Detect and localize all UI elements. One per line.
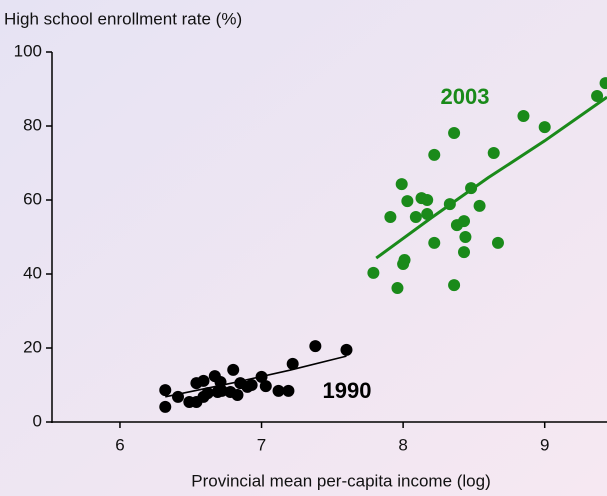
point — [272, 384, 285, 397]
x-tick-label: 7 — [257, 435, 266, 454]
point — [172, 390, 185, 403]
point — [197, 374, 210, 387]
point — [395, 178, 408, 191]
point — [421, 208, 434, 221]
point — [259, 380, 272, 393]
y-tick-label: 40 — [23, 263, 42, 282]
point — [286, 357, 299, 370]
y-tick-label: 20 — [23, 337, 42, 356]
point — [401, 195, 414, 208]
y-axis-title: High school enrollment rate (%) — [4, 9, 242, 28]
point — [473, 199, 486, 212]
x-axis-title: Provincial mean per-capita income (log) — [191, 471, 491, 490]
point — [465, 182, 478, 195]
point — [458, 215, 471, 228]
point — [227, 363, 240, 376]
point — [340, 343, 353, 356]
series-label: 1990 — [323, 378, 372, 403]
point — [428, 148, 441, 161]
point — [538, 121, 551, 134]
point — [245, 379, 258, 391]
point — [448, 127, 461, 140]
trend-line — [375, 95, 607, 260]
point — [255, 370, 268, 383]
point — [599, 77, 607, 90]
point — [398, 253, 411, 266]
y-tick-label: 80 — [23, 115, 42, 134]
point — [448, 279, 461, 292]
point — [491, 236, 504, 249]
point — [391, 282, 404, 295]
point — [282, 384, 295, 397]
point — [159, 384, 172, 397]
point — [384, 211, 397, 224]
point — [231, 388, 244, 401]
point — [421, 194, 434, 206]
point — [459, 231, 472, 243]
point — [428, 236, 441, 249]
point — [591, 90, 604, 103]
x-tick-label: 8 — [398, 435, 407, 454]
series-label: 2003 — [441, 84, 490, 109]
point — [367, 266, 380, 279]
y-tick-label: 60 — [23, 189, 42, 208]
point — [409, 211, 422, 224]
y-tick-label: 100 — [14, 41, 42, 60]
point — [517, 110, 530, 123]
point — [214, 376, 227, 389]
point — [443, 198, 456, 211]
y-tick-label: 0 — [33, 411, 42, 430]
point — [458, 246, 471, 259]
x-tick-label: 9 — [540, 435, 549, 454]
point — [309, 340, 322, 353]
point — [201, 387, 214, 400]
point — [159, 400, 172, 413]
point — [487, 147, 500, 160]
x-tick-label: 6 — [115, 435, 124, 454]
